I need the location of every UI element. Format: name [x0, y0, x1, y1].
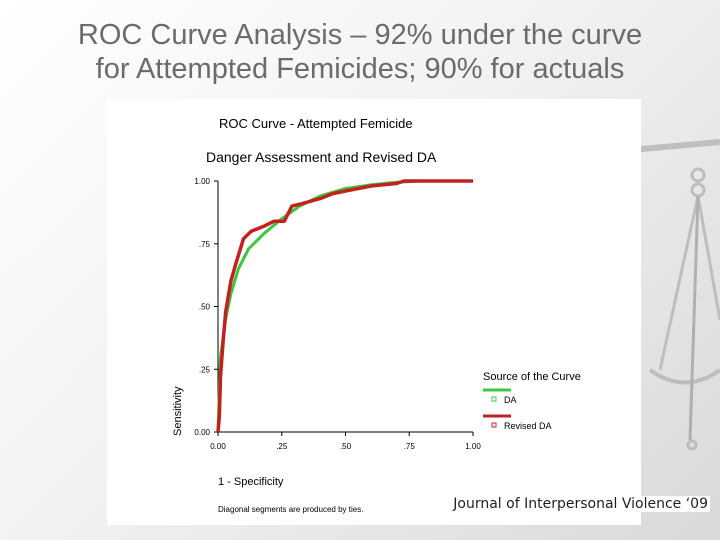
chart-title: ROC Curve - Attempted Femicide: [219, 116, 413, 131]
legend-title: Source of the Curve: [483, 371, 581, 383]
y-axis-label: Sensitivity: [172, 386, 184, 436]
chart-legend: DA Revised DA: [483, 388, 552, 431]
chart-footnote: Diagonal segments are produced by ties.: [218, 505, 363, 514]
legend-marker-revised-da: [491, 422, 497, 428]
x-tick-label: 1.00: [465, 442, 481, 451]
series-line-revised-da: [216, 179, 473, 433]
y-tick-label: .75: [199, 240, 211, 249]
legend-label-revised-da: Revised DA: [504, 421, 552, 431]
citation: Journal of Interpersonal Violence ‘09: [451, 496, 710, 512]
y-tick-label: 1.00: [194, 177, 210, 186]
x-tick-label: .25: [276, 442, 288, 451]
slide-title-line-1: ROC Curve Analysis – 92% under the curve: [77, 19, 643, 51]
chart-axes: [217, 181, 473, 433]
x-tick-label: 0.00: [210, 442, 226, 451]
chart-subtitle: Danger Assessment and Revised DA: [206, 149, 437, 165]
slide-title-line-2: for Attempted Femicides; 90% for actuals: [95, 53, 625, 85]
roc-chart: ROC Curve - Attempted Femicide Danger As…: [172, 116, 581, 514]
slide-title: ROC Curve Analysis – 92% under the curve…: [0, 18, 720, 86]
chart-series: [216, 179, 473, 433]
roc-chart-panel: ROC Curve - Attempted Femicide Danger As…: [107, 99, 641, 525]
series-line-da: [216, 179, 473, 433]
y-tick-label: 0.00: [194, 428, 210, 437]
x-tick-label: .50: [340, 442, 352, 451]
scale-of-justice-icon: [630, 139, 720, 451]
y-tick-label: .25: [199, 365, 211, 374]
x-tick-label: .75: [404, 442, 416, 451]
y-tick-label: .50: [199, 303, 211, 312]
legend-marker-da: [491, 396, 497, 402]
legend-label-da: DA: [504, 395, 517, 405]
chart-ticks: 0.00 .25 .50 .75 1.00 0.00 .25 .50 .75 1.00: [194, 177, 481, 451]
x-axis-label: 1 - Specificity: [218, 476, 284, 488]
